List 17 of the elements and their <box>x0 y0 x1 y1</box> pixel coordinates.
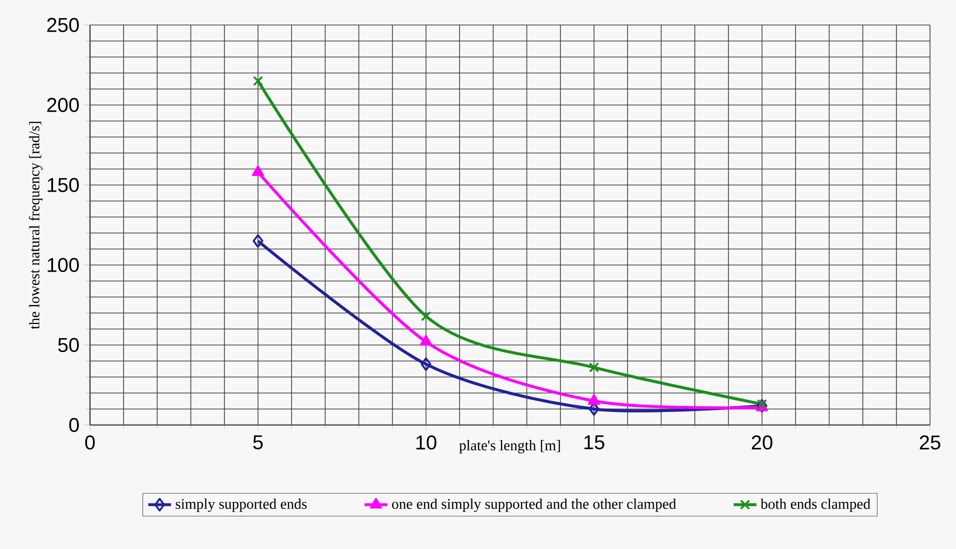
x-tick-label: 10 <box>416 435 436 450</box>
y-tick-label: 100 <box>48 258 79 272</box>
x-axis-title: plate's length [m] <box>459 440 560 454</box>
x-tick-label: 20 <box>752 435 772 450</box>
x-tick-label: 25 <box>920 435 940 450</box>
y-tick-label: 250 <box>47 18 79 32</box>
y-tick-label: 200 <box>47 98 79 112</box>
y-tick-label: 150 <box>48 178 79 192</box>
legend-label: simply supported ends <box>176 498 307 512</box>
legend-label: both ends clamped <box>760 498 870 512</box>
x-tick-label: 0 <box>85 435 95 450</box>
legend-label: one end simply supported and the other clamped <box>392 498 676 512</box>
y-axis-title: the lowest natural frequency [rad/s] <box>28 122 42 330</box>
y-tick-label: 0 <box>69 418 79 432</box>
y-tick-label: 50 <box>58 338 79 352</box>
x-tick-label: 5 <box>253 435 263 450</box>
x-tick-label: 15 <box>584 435 604 450</box>
